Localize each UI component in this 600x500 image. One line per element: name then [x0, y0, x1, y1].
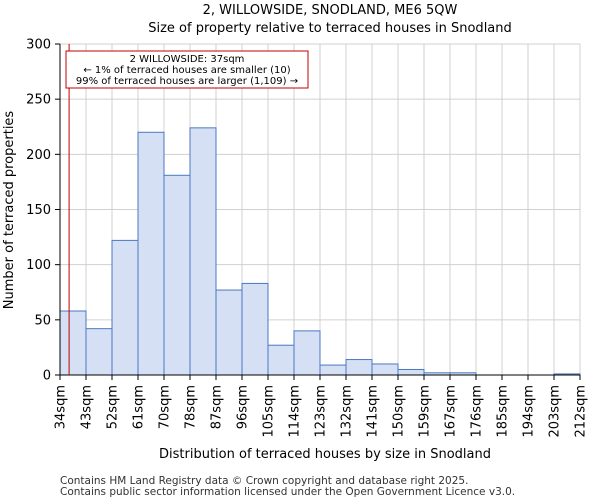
bar: [293, 330, 321, 376]
x-tick-label: 159sqm: [418, 385, 433, 438]
chart-subtitle: Size of property relative to terraced ho…: [148, 21, 512, 36]
bars: [59, 127, 581, 376]
bar: [85, 328, 113, 376]
x-tick-label: 70sqm: [158, 385, 173, 429]
bar: [397, 368, 425, 376]
x-tick-label: 123sqm: [314, 385, 329, 438]
bar: [111, 239, 139, 376]
y-tick-label: 200: [26, 148, 51, 163]
x-tick-label: 176sqm: [470, 385, 485, 438]
y-axis-label: Number of terraced properties: [2, 111, 17, 310]
x-tick-label: 87sqm: [210, 385, 225, 429]
chart-title: 2, WILLOWSIDE, SNODLAND, ME6 5QW: [203, 3, 458, 18]
bar: [345, 359, 373, 376]
bar: [267, 344, 295, 376]
y-tick-labels: 0 50 100 150 200 250 300: [26, 38, 60, 384]
footer-line-2: Contains public sector information licen…: [60, 486, 515, 498]
x-tick-label: 34sqm: [54, 385, 69, 429]
annotation-line-2: ← 1% of terraced houses are smaller (10): [83, 65, 290, 76]
bar: [319, 364, 347, 376]
annotation-box: 2 WILLOWSIDE: 37sqm ← 1% of terraced hou…: [65, 50, 309, 89]
bar: [189, 127, 217, 376]
x-tick-label: 132sqm: [340, 385, 355, 438]
x-tick-label: 203sqm: [548, 385, 563, 438]
y-tick-label: 150: [26, 203, 51, 218]
x-tick-label: 212sqm: [574, 385, 589, 438]
y-tick-label: 300: [26, 38, 51, 53]
x-tick-label: 114sqm: [288, 385, 303, 438]
x-tick-label: 61sqm: [132, 385, 147, 429]
x-tick-label: 141sqm: [366, 385, 381, 438]
x-tick-label: 185sqm: [496, 385, 511, 438]
x-tick-label: 78sqm: [184, 385, 199, 429]
x-axis-label: Distribution of terraced houses by size …: [159, 447, 491, 462]
bar: [215, 289, 243, 376]
y-tick-label: 100: [26, 258, 51, 273]
x-tick-label: 52sqm: [106, 385, 121, 429]
annotation-line-3: 99% of terraced houses are larger (1,109…: [76, 76, 298, 87]
x-tick-label: 167sqm: [444, 385, 459, 438]
bar: [241, 282, 269, 376]
footer-line-1: Contains HM Land Registry data © Crown c…: [60, 475, 468, 487]
bar: [163, 174, 191, 376]
annotation-frame: [65, 50, 309, 89]
annotation-line-1: 2 WILLOWSIDE: 37sqm: [130, 54, 245, 65]
x-tick-label: 105sqm: [262, 385, 277, 438]
bar: [59, 310, 87, 376]
x-tick-label: 194sqm: [522, 385, 537, 438]
bar: [137, 131, 165, 376]
x-tick-label: 43sqm: [80, 385, 95, 429]
x-tick-labels: 34sqm 43sqm 52sqm 61sqm 70sqm 78sqm 87sqm 96sqm…: [54, 375, 589, 438]
x-tick-label: 150sqm: [392, 385, 407, 438]
y-tick-label: 0: [43, 369, 51, 384]
x-tick-label: 96sqm: [236, 385, 251, 429]
y-tick-label: 250: [26, 93, 51, 108]
y-tick-label: 50: [34, 313, 51, 328]
bar: [371, 363, 399, 376]
